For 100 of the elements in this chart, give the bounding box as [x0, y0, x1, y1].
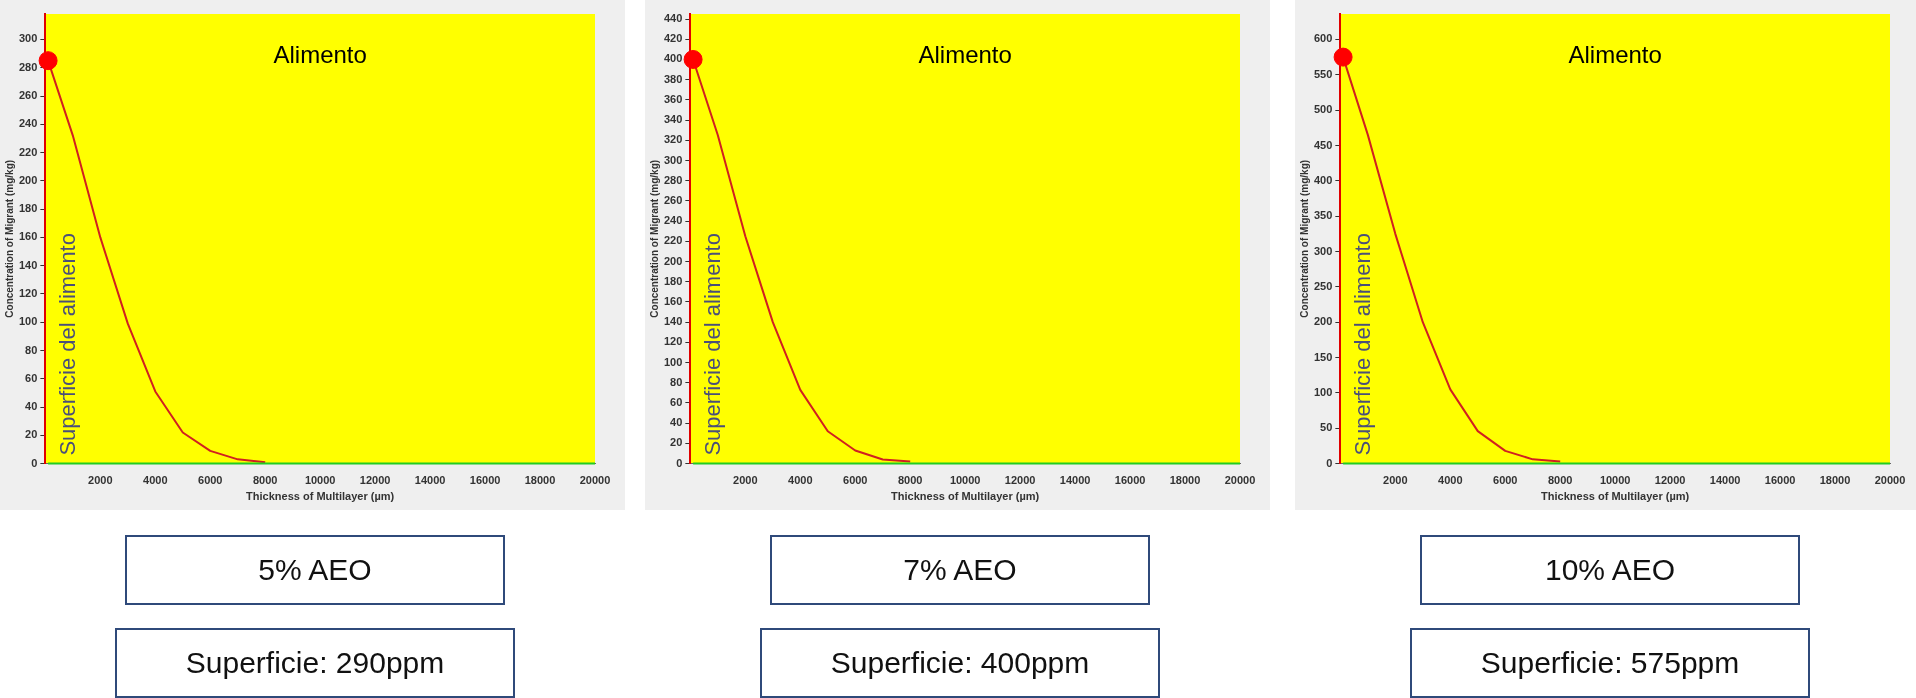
text: Superficie: 290ppm	[115, 628, 515, 698]
x-tick-label: 16000	[469, 474, 501, 487]
y-tick-label: 350	[1313, 209, 1333, 222]
x-tick-label: 16000	[1764, 474, 1796, 487]
annotation: Superficie del alimento	[55, 233, 81, 456]
annotation: Alimento	[918, 40, 1012, 68]
y-axis-title: Concentration of Migrant (mg/kg)	[3, 159, 15, 318]
x-tick-label: 16000	[1114, 474, 1146, 487]
x-tick-label: 10000	[304, 474, 336, 487]
y-tick-label: 300	[18, 32, 38, 45]
y-tick-label: 160	[663, 294, 683, 307]
y-tick-label: 120	[18, 286, 38, 299]
y-tick-label: 450	[1313, 138, 1333, 151]
y-tick-label: 300	[663, 153, 683, 166]
x-axis-title: Thickness of Multilayer (µm)	[246, 490, 395, 503]
y-tick-label: 200	[663, 254, 683, 267]
x-tick-label: 14000	[1709, 474, 1741, 487]
y-axis-title: Concentration of Migrant (mg/kg)	[1298, 159, 1310, 318]
x-tick-label: 6000	[843, 474, 868, 487]
x-tick-label: 4000	[1438, 474, 1463, 487]
annotation: Alimento	[1568, 40, 1662, 68]
y-tick-label: 200	[1313, 315, 1333, 328]
y-tick-label: 0	[31, 456, 38, 469]
y-tick-label: 50	[1320, 421, 1333, 434]
y-tick-label: 300	[1313, 244, 1333, 257]
annotation: Superficie del alimento	[1350, 233, 1376, 456]
y-tick-label: 60	[25, 371, 38, 384]
x-tick-label: 12000	[359, 474, 391, 487]
y-tick-label: 240	[18, 117, 38, 130]
text: 5% AEO	[125, 535, 505, 605]
y-tick-label: 220	[663, 234, 683, 247]
y-tick-label: 60	[670, 396, 683, 409]
x-tick-label: 14000	[414, 474, 446, 487]
x-tick-label: 6000	[1493, 474, 1518, 487]
x-tick-label: 18000	[524, 474, 556, 487]
x-tick-label: 4000	[143, 474, 168, 487]
y-tick-label: 180	[18, 202, 38, 215]
annotation: Alimento	[273, 40, 367, 68]
y-tick-label: 100	[663, 355, 683, 368]
y-tick-label: 220	[18, 145, 38, 158]
y-tick-label: 0	[676, 456, 683, 469]
y-tick-label: 20	[670, 436, 683, 449]
y-tick-label: 140	[18, 258, 38, 271]
y-axis-title: Concentration of Migrant (mg/kg)	[648, 159, 660, 318]
y-tick-label: 340	[663, 113, 683, 126]
y-tick-label: 240	[663, 214, 683, 227]
x-tick-label: 2000	[1383, 474, 1408, 487]
y-tick-label: 250	[1313, 279, 1333, 292]
y-tick-label: 550	[1313, 67, 1333, 80]
x-tick-label: 18000	[1819, 474, 1851, 487]
y-tick-label: 120	[663, 335, 683, 348]
y-tick-label: 40	[670, 416, 683, 429]
y-tick-label: 500	[1313, 103, 1333, 116]
y-tick-label: 200	[18, 173, 38, 186]
y-tick-label: 140	[663, 315, 683, 328]
y-tick-label: 440	[663, 12, 683, 25]
y-tick-label: 280	[663, 173, 683, 186]
y-tick-label: 40	[25, 400, 38, 413]
y-tick-label: 160	[18, 230, 38, 243]
y-tick-label: 180	[663, 274, 683, 287]
y-tick-label: 0	[1326, 456, 1333, 469]
text: 7% AEO	[770, 535, 1150, 605]
x-tick-label: 8000	[897, 474, 923, 487]
text: 10% AEO	[1420, 535, 1800, 605]
x-tick-label: 10000	[949, 474, 981, 487]
annotation: Superficie del alimento	[700, 233, 726, 456]
x-tick-label: 20000	[579, 474, 611, 487]
x-tick-label: 20000	[1874, 474, 1906, 487]
x-tick-label: 2000	[88, 474, 113, 487]
y-tick-label: 150	[1313, 350, 1333, 363]
y-tick-label: 100	[1313, 385, 1333, 398]
x-tick-label: 14000	[1059, 474, 1091, 487]
y-tick-label: 400	[1313, 173, 1333, 186]
x-tick-label: 8000	[1547, 474, 1573, 487]
x-tick-label: 10000	[1599, 474, 1631, 487]
y-tick-label: 600	[1313, 32, 1333, 45]
y-tick-label: 100	[18, 315, 38, 328]
x-tick-label: 6000	[198, 474, 223, 487]
x-tick-label: 8000	[252, 474, 278, 487]
y-tick-label: 420	[663, 32, 683, 45]
y-tick-label: 80	[25, 343, 38, 356]
y-tick-label: 280	[18, 60, 38, 73]
x-axis-title: Thickness of Multilayer (µm)	[1541, 490, 1690, 503]
text: Superficie: 575ppm	[1410, 628, 1810, 698]
text: Superficie: 400ppm	[760, 628, 1160, 698]
y-tick-label: 380	[663, 72, 683, 85]
y-tick-label: 320	[663, 133, 683, 146]
x-tick-label: 18000	[1169, 474, 1201, 487]
y-tick-label: 400	[663, 52, 683, 65]
x-tick-label: 2000	[733, 474, 758, 487]
y-tick-label: 80	[670, 375, 683, 388]
x-axis-title: Thickness of Multilayer (µm)	[891, 490, 1040, 503]
x-tick-label: 4000	[788, 474, 813, 487]
y-tick-label: 20	[25, 428, 38, 441]
y-tick-label: 260	[663, 193, 683, 206]
y-tick-label: 360	[663, 92, 683, 105]
x-tick-label: 12000	[1004, 474, 1036, 487]
x-tick-label: 12000	[1654, 474, 1686, 487]
y-tick-label: 260	[18, 89, 38, 102]
x-tick-label: 20000	[1224, 474, 1256, 487]
